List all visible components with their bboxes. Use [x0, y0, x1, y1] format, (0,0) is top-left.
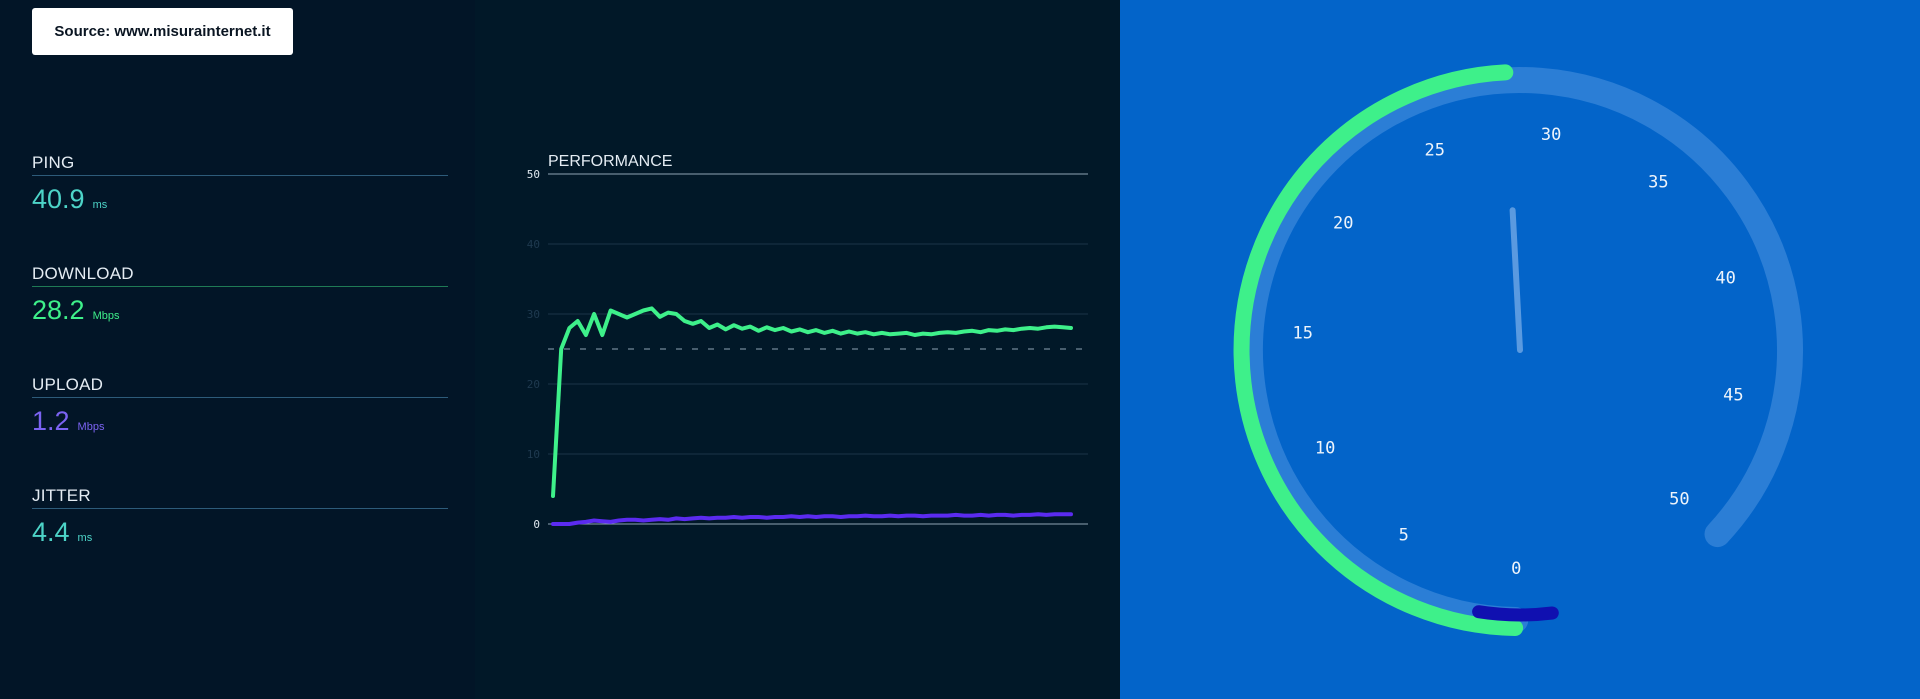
y-tick-label: 0 — [533, 518, 540, 531]
gauge-track — [1236, 67, 1803, 633]
metric-upload: UPLOAD 1.2 Mbps — [32, 375, 448, 437]
metric-download: DOWNLOAD 28.2 Mbps — [32, 264, 448, 326]
y-tick-label: 50 — [527, 168, 540, 181]
metric-label: PING — [32, 153, 448, 176]
y-tick-label: 20 — [527, 378, 540, 391]
gauge-download-arc — [1233, 64, 1524, 636]
metric-value: 4.4 — [32, 517, 70, 547]
results-panel — [0, 0, 475, 699]
gauge-tick-label: 20 — [1333, 214, 1353, 234]
gauge-upload-arc — [1472, 605, 1559, 622]
gauge-tick-label: 45 — [1723, 386, 1743, 406]
gauge-tick-label: 5 — [1399, 526, 1409, 546]
gauge-tick-label: 30 — [1541, 125, 1561, 145]
gauge-tick-label: 10 — [1315, 439, 1335, 459]
metric-jitter: JITTER 4.4 ms — [32, 486, 448, 548]
gauge-tick-label: 35 — [1648, 173, 1668, 193]
metric-label: UPLOAD — [32, 375, 448, 398]
metric-label: DOWNLOAD — [32, 264, 448, 287]
source-button[interactable]: Source: www.misurainternet.it — [32, 8, 293, 55]
y-tick-label: 40 — [527, 238, 540, 251]
gauge-tick-label: 50 — [1669, 490, 1689, 510]
metric-value: 40.9 — [32, 184, 85, 214]
performance-chart: PERFORMANCE 0 10 20 30 40 50 — [527, 153, 1088, 531]
metric-unit: ms — [77, 532, 93, 544]
y-tick-label: 10 — [527, 448, 540, 461]
chart-title: PERFORMANCE — [548, 153, 672, 170]
upload-series-line — [551, 512, 1073, 526]
gauge-tick-label: 15 — [1292, 324, 1312, 344]
metric-ping: PING 40.9 ms — [32, 153, 448, 215]
gauge-tick-label: 40 — [1715, 269, 1735, 289]
gauge-tick-label: 25 — [1425, 140, 1445, 160]
metric-label: JITTER — [32, 486, 448, 509]
y-tick-label: 30 — [527, 308, 540, 321]
metric-value: 28.2 — [32, 295, 85, 325]
metric-value: 1.2 — [32, 406, 70, 436]
metric-unit: Mbps — [77, 421, 105, 433]
download-series-line — [551, 306, 1073, 498]
gauge-needle — [1509, 207, 1523, 353]
gauge-tick-label: 0 — [1511, 559, 1521, 579]
metric-unit: ms — [92, 199, 108, 211]
metric-unit: Mbps — [92, 310, 120, 322]
